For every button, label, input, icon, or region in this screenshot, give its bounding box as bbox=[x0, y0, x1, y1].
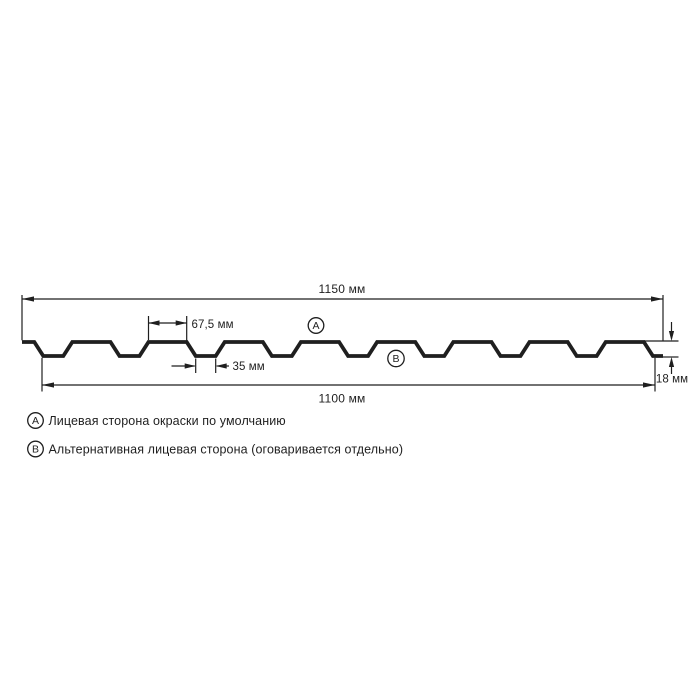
arrow-trough-left bbox=[184, 363, 196, 369]
marker-a-letter: A bbox=[312, 320, 319, 332]
trough-width-label: 35 мм bbox=[233, 361, 265, 373]
legend-a-circle bbox=[27, 412, 44, 429]
arrow-overall-left bbox=[22, 296, 34, 302]
profile-height-label: 18 мм bbox=[656, 374, 688, 386]
generated-geometry bbox=[21, 295, 679, 392]
marker-b-letter: B bbox=[392, 353, 399, 365]
legend-b-letter: B bbox=[32, 444, 39, 456]
legend-b-text: Альтернативная лицевая сторона (оговарив… bbox=[49, 443, 404, 457]
arrow-trough-right bbox=[215, 363, 227, 369]
cover-width-label: 1100 мм bbox=[318, 392, 365, 406]
arrow-height-up bbox=[668, 357, 675, 367]
legend-a-text: Лицевая сторона окраски по умолчанию bbox=[49, 414, 286, 428]
legend-item-front-side: A Лицевая сторона окраски по умолчанию bbox=[27, 412, 286, 429]
sheet-profile-outline bbox=[22, 340, 663, 358]
arrow-cover-right bbox=[643, 382, 655, 388]
arrow-overall-right bbox=[651, 296, 663, 302]
crest-width-label: 67,5 мм bbox=[192, 319, 234, 331]
arrow-crest-left bbox=[148, 320, 160, 326]
marker-a-circle bbox=[307, 317, 325, 334]
marker-b-circle bbox=[387, 349, 405, 368]
arrow-crest-right bbox=[175, 320, 187, 326]
overall-width-label: 1150 мм bbox=[318, 282, 365, 296]
legend-a-letter: A bbox=[32, 415, 39, 427]
arrow-cover-left bbox=[42, 382, 54, 388]
legend-item-back-side: B Альтернативная лицевая сторона (оговар… bbox=[27, 440, 404, 458]
arrow-height-down bbox=[668, 331, 675, 341]
legend-b-circle bbox=[27, 440, 44, 458]
